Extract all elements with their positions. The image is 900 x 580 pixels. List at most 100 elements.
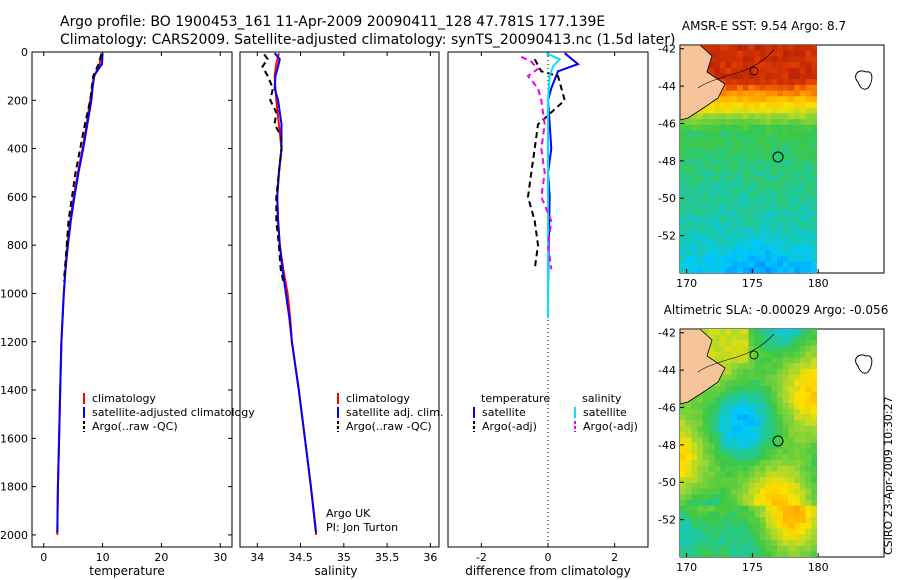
sla-cell	[788, 437, 795, 444]
sla-cell	[680, 517, 687, 524]
sla-cell	[782, 545, 789, 552]
sla-cell	[748, 425, 755, 432]
sst_map-xtick-label: 175	[742, 277, 763, 290]
sla-cell	[805, 408, 812, 415]
sla-cell	[708, 391, 715, 398]
sst-cell	[759, 124, 767, 131]
sla-cell	[725, 494, 732, 501]
sst-cell	[794, 73, 801, 80]
sla-cell	[691, 500, 698, 507]
sst-cell	[742, 141, 749, 148]
sst-cell	[748, 244, 755, 251]
sst-cell	[811, 176, 817, 183]
sla-cell	[691, 408, 698, 415]
sla-cell	[794, 425, 801, 432]
depth-tick-label: 1400	[0, 384, 28, 397]
sla-cell	[748, 397, 755, 404]
sla-cell	[725, 403, 732, 410]
sla-cell	[765, 380, 772, 387]
sla-cell	[719, 374, 727, 381]
sst-cell	[714, 130, 721, 137]
sst-cell	[799, 159, 806, 166]
sst-cell	[719, 227, 727, 234]
sla-cell	[771, 534, 778, 541]
sla-cell	[697, 448, 704, 455]
sst-cell	[742, 181, 749, 188]
sla-cell	[731, 494, 738, 501]
sst-cell	[777, 73, 784, 80]
sla-cell	[714, 517, 721, 524]
sla-cell	[708, 414, 715, 421]
depth-tick-label: 600	[7, 191, 28, 204]
sst-cell	[777, 244, 784, 251]
sst-cell	[697, 153, 704, 160]
sla-cell	[680, 545, 687, 552]
sst-cell	[737, 267, 744, 273]
sla-cell	[697, 420, 704, 427]
sla-cell	[754, 391, 761, 398]
sla-cell	[765, 539, 772, 546]
sla-cell	[697, 534, 704, 541]
sst-cell	[697, 261, 704, 268]
sla-cell	[794, 414, 801, 421]
sla-cell	[725, 460, 732, 467]
sst-cell	[759, 56, 767, 63]
sla-cell	[794, 391, 801, 398]
sla-cell	[742, 517, 749, 524]
sst-cell	[805, 153, 812, 160]
sst-cell	[748, 198, 755, 205]
sst-cell	[680, 210, 687, 217]
sla-cell	[771, 374, 778, 381]
sla-cell	[765, 443, 772, 450]
sst-cell	[719, 255, 727, 262]
sla-cell	[748, 443, 755, 450]
sla-cell	[759, 351, 767, 358]
sla-cell	[759, 477, 767, 484]
sla-cell	[719, 443, 727, 450]
sla-cell	[754, 443, 761, 450]
sst-cell	[742, 50, 749, 57]
sst-cell	[697, 124, 704, 131]
sla-cell	[702, 551, 709, 557]
sla-cell	[765, 511, 772, 518]
salinity-legend-climatology-label: climatology	[346, 392, 410, 405]
sla-cell	[691, 414, 698, 421]
sst-cell	[811, 267, 817, 273]
sla-cell	[731, 517, 738, 524]
sla-cell	[748, 346, 755, 353]
sla-cell	[748, 471, 755, 478]
sst-cell	[731, 233, 738, 240]
sst-cell	[754, 45, 761, 52]
sst-cell	[742, 255, 749, 262]
sst-cell	[748, 90, 755, 97]
sst-cell	[765, 204, 772, 211]
sst-cell	[765, 159, 772, 166]
sst-cell	[771, 255, 778, 262]
sla-cell	[685, 500, 692, 507]
sla-cell	[714, 443, 721, 450]
sst-cell	[788, 102, 795, 109]
sla-cell	[811, 414, 817, 421]
sla-cell	[771, 357, 778, 364]
sla-cell	[759, 403, 767, 410]
sst-cell	[799, 221, 806, 228]
sst-cell	[794, 187, 801, 194]
sla-cell	[782, 482, 789, 489]
sla-cell	[777, 425, 784, 432]
sla-cell	[742, 534, 749, 541]
sla-cell	[759, 488, 767, 495]
sla-cell	[685, 505, 692, 512]
sst-cell	[731, 124, 738, 131]
sst-cell	[765, 164, 772, 171]
sla-cell	[777, 363, 784, 370]
sst-cell	[725, 176, 732, 183]
sst-cell	[714, 227, 721, 234]
sst-cell	[782, 153, 789, 160]
sst-cell	[788, 176, 795, 183]
sst-cell	[742, 210, 749, 217]
sst-cell	[811, 159, 817, 166]
sst-cell	[777, 62, 784, 69]
sla-cell	[708, 477, 715, 484]
sla-cell	[799, 334, 806, 341]
sla-cell	[805, 437, 812, 444]
